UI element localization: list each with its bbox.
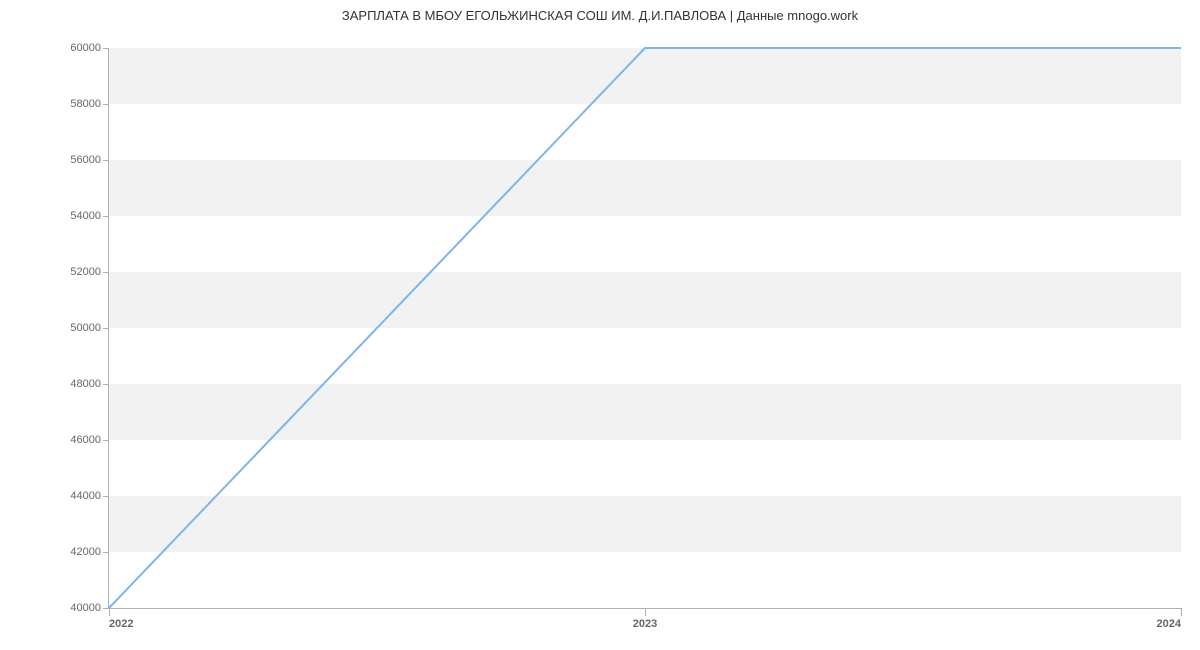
salary-chart: ЗАРПЛАТА В МБОУ ЕГОЛЬЖИНСКАЯ СОШ ИМ. Д.И…: [0, 0, 1200, 650]
line-layer: [109, 48, 1181, 608]
y-tick-label: 44000: [70, 490, 109, 502]
y-tick-label: 48000: [70, 378, 109, 390]
x-tick-label: 2023: [633, 608, 657, 630]
y-tick-label: 56000: [70, 154, 109, 166]
y-tick-label: 54000: [70, 210, 109, 222]
plot-area: 4000042000440004600048000500005200054000…: [108, 48, 1181, 609]
x-tick-label: 2024: [1157, 608, 1181, 630]
chart-title: ЗАРПЛАТА В МБОУ ЕГОЛЬЖИНСКАЯ СОШ ИМ. Д.И…: [0, 8, 1200, 23]
y-tick-label: 52000: [70, 266, 109, 278]
y-tick-label: 42000: [70, 546, 109, 558]
series-line-salary: [109, 48, 1181, 608]
y-tick-label: 60000: [70, 42, 109, 54]
y-tick-label: 46000: [70, 434, 109, 446]
y-tick-label: 50000: [70, 322, 109, 334]
y-tick-label: 58000: [70, 98, 109, 110]
x-tick-label: 2022: [109, 608, 133, 630]
y-tick-label: 40000: [70, 602, 109, 614]
